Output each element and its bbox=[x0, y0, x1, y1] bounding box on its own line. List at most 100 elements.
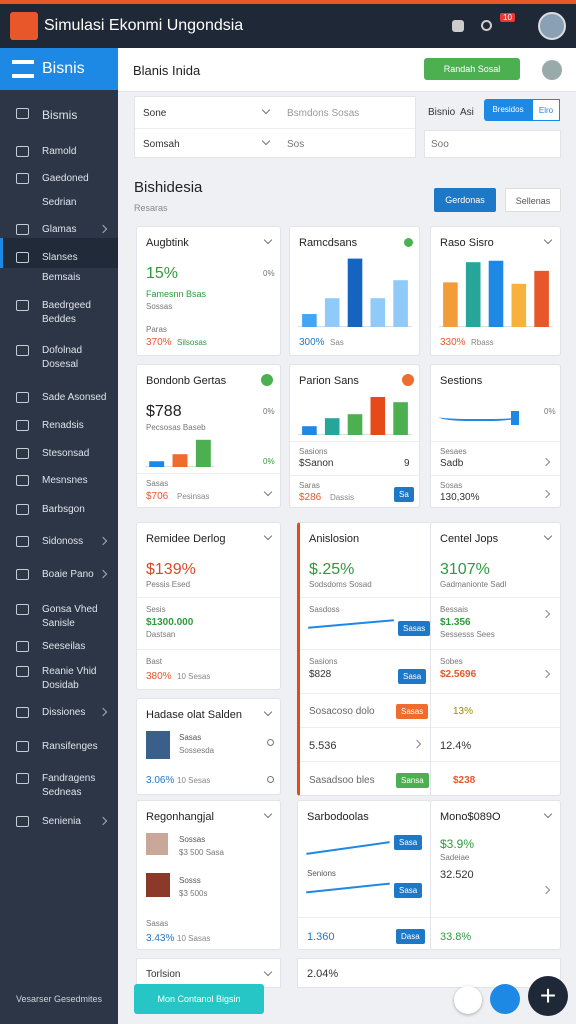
footer-note: 10 Sesas bbox=[177, 672, 211, 681]
sidebar-item[interactable]: Boaie Pano bbox=[42, 569, 94, 580]
sidebar-item[interactable]: Senienia bbox=[42, 816, 81, 827]
footer-note: Silsosas bbox=[177, 338, 207, 347]
sidebar-icon bbox=[16, 741, 29, 752]
fab[interactable] bbox=[490, 984, 520, 1014]
footer-value: 380% bbox=[146, 671, 172, 682]
sidebar-item[interactable]: Slanses bbox=[42, 252, 78, 263]
sidebar-item[interactable]: Renadsis bbox=[42, 420, 84, 431]
filter-button[interactable]: Bresidos bbox=[484, 99, 532, 121]
card: Centel Jops 3107% Gadmanionte Sadl Bessa… bbox=[430, 522, 561, 796]
bar bbox=[393, 402, 408, 435]
button[interactable]: Dasa bbox=[396, 929, 425, 944]
value: Sasadsoo bles bbox=[309, 775, 375, 786]
avatar bbox=[538, 12, 566, 40]
wave bbox=[439, 411, 519, 421]
label: Sossas bbox=[179, 835, 206, 844]
sidebar-icon bbox=[16, 420, 29, 431]
thumbnail bbox=[146, 833, 168, 855]
fab-add[interactable]: + bbox=[528, 976, 568, 1016]
sidebar-item[interactable]: Ramold bbox=[42, 146, 77, 157]
sidebar-icon bbox=[16, 392, 29, 403]
sidebar-item[interactable]: Ransifenges bbox=[42, 741, 98, 752]
fab[interactable] bbox=[454, 986, 482, 1014]
bottom-value: 2.04% bbox=[307, 968, 339, 980]
status-dot bbox=[402, 374, 414, 386]
button[interactable]: Sansa bbox=[396, 773, 429, 788]
filter-button[interactable]: Elro bbox=[532, 99, 560, 121]
status-dot bbox=[261, 374, 273, 386]
section-title: Bishidesia bbox=[134, 179, 203, 196]
primary-button[interactable]: Gerdonas bbox=[434, 188, 496, 212]
mini-chart bbox=[439, 260, 553, 327]
button[interactable]: Sasa bbox=[394, 883, 423, 898]
card-title: Mono$089O bbox=[440, 811, 501, 823]
sidebar-item[interactable]: Reanie Vhid bbox=[42, 666, 97, 677]
sidebar-item[interactable]: Stesonsad bbox=[42, 448, 90, 459]
sidebar-item[interactable]: Gonsa Vhed bbox=[42, 604, 98, 615]
button[interactable]: Sa bbox=[394, 487, 414, 502]
top-bar: Simulasi Ekonmi Ungondsia 10 bbox=[0, 0, 576, 48]
cta-button[interactable]: Mon Contanol Bigsin bbox=[134, 984, 264, 1014]
note: Gadmanionte Sadl bbox=[440, 580, 507, 589]
filters: Sone Bsmdons Sosas Somsah Sos bbox=[134, 96, 416, 158]
footer-value: 330% bbox=[440, 337, 466, 348]
sidebar-item[interactable]: Seeseilas bbox=[42, 641, 86, 652]
chevron bbox=[98, 536, 108, 546]
card-title: Raso Sisro bbox=[440, 237, 494, 249]
sidebar-item[interactable]: Sidonoss bbox=[42, 536, 84, 547]
button[interactable]: Sasas bbox=[396, 704, 429, 719]
label: $3 500 Sasa bbox=[179, 848, 224, 857]
icon bbox=[452, 20, 464, 32]
bar bbox=[324, 418, 340, 435]
value: 33.8% bbox=[440, 931, 472, 943]
sidebar-item[interactable]: Sedrian bbox=[42, 197, 77, 208]
note: Pecsosas Baseb bbox=[146, 423, 206, 432]
sidebar-item[interactable]: Baedrgeed bbox=[42, 300, 91, 311]
sidebar-item[interactable]: Bismis bbox=[42, 108, 78, 122]
button[interactable]: Sasa bbox=[394, 835, 423, 850]
bar bbox=[534, 270, 549, 327]
button[interactable]: Sasa bbox=[398, 669, 427, 684]
card-title: Augbtink bbox=[146, 237, 189, 249]
button[interactable]: Sasas bbox=[398, 621, 431, 636]
sidebar-item[interactable]: Glamas bbox=[42, 224, 77, 235]
card: Parion Sans Sasions $Sanon 9 Saras $286 … bbox=[289, 364, 420, 508]
footer-note: 10 Sesas bbox=[177, 776, 211, 785]
sidebar-item[interactable]: Bemsais bbox=[42, 272, 81, 283]
sidebar-icon bbox=[16, 224, 29, 235]
footer-note: Pesinsas bbox=[177, 492, 210, 501]
sidebar-item[interactable]: Gaedoned bbox=[42, 173, 89, 184]
sidebar-item[interactable]: Mesnsnes bbox=[42, 475, 88, 486]
sidebar-icon bbox=[16, 252, 29, 263]
card-title: Sestions bbox=[440, 375, 483, 387]
value: $1300.000 bbox=[146, 617, 194, 628]
sidebar-item[interactable]: Fandragens bbox=[42, 773, 96, 784]
sidebar-icon bbox=[16, 146, 29, 157]
footer-note: Rbass bbox=[471, 338, 494, 347]
filter: Sos bbox=[287, 139, 305, 150]
sidebar-icon bbox=[16, 345, 29, 356]
action-button[interactable]: Randah Sosal bbox=[424, 58, 520, 80]
sidebar-item[interactable]: Dissiones bbox=[42, 707, 86, 718]
sidebar-icon bbox=[16, 816, 29, 827]
radio bbox=[267, 776, 274, 783]
bar bbox=[393, 280, 408, 327]
value: $Sanon bbox=[299, 458, 334, 469]
chevron bbox=[98, 224, 108, 234]
sidebar-item[interactable]: Sade Asonsed bbox=[42, 392, 107, 403]
menu-icon bbox=[12, 60, 34, 78]
sidebar-item[interactable]: Barbsgon bbox=[42, 504, 85, 515]
card-title: Regonhangjal bbox=[146, 811, 214, 823]
footer-value: 3.06% bbox=[146, 775, 175, 786]
secondary-button[interactable]: Sellenas bbox=[505, 188, 561, 212]
label: Saras bbox=[299, 481, 320, 490]
value: Sadb bbox=[440, 458, 464, 469]
card-title: Bondonb Gertas bbox=[146, 375, 227, 387]
filter: Bsmdons Sosas bbox=[287, 108, 360, 119]
sidebar-item[interactable]: Dofolnad bbox=[42, 345, 83, 356]
label: Sasdoss bbox=[309, 605, 340, 614]
chevron bbox=[98, 569, 108, 579]
value: 12.4% bbox=[440, 740, 472, 752]
card: Remidee Derlog $139% Pessis Esed Sesis $… bbox=[136, 522, 281, 690]
